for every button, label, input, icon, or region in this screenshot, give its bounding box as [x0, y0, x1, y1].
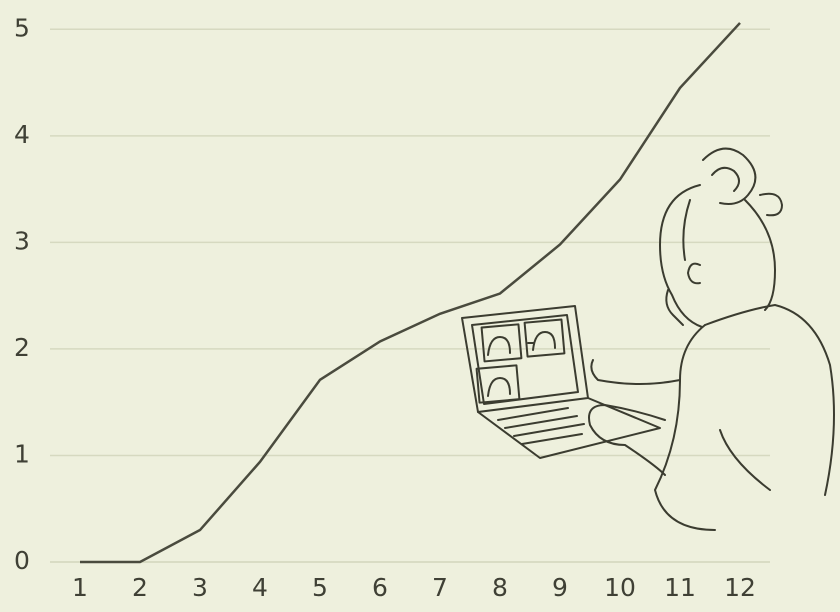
- x-tick-label: 11: [664, 573, 696, 602]
- y-tick-label: 2: [14, 333, 30, 362]
- grid: [50, 28, 770, 563]
- y-tick-label: 1: [14, 439, 30, 468]
- x-tick-label: 6: [372, 573, 388, 602]
- x-tick-label: 8: [492, 573, 508, 602]
- x-tick-label: 3: [192, 573, 208, 602]
- y-tick-label: 3: [14, 226, 30, 255]
- x-tick-label: 5: [312, 573, 328, 602]
- y-tick-label: 4: [14, 120, 30, 149]
- x-tick-label: 7: [432, 573, 448, 602]
- x-tick-label: 4: [252, 573, 268, 602]
- x-tick-label: 9: [552, 573, 568, 602]
- y-tick-label: 0: [14, 546, 30, 575]
- x-tick-label: 12: [724, 573, 756, 602]
- x-tick-label: 10: [604, 573, 636, 602]
- x-tick-label: 1: [72, 573, 88, 602]
- line: [80, 22, 741, 564]
- x-tick-label: 2: [132, 573, 148, 602]
- illustration: [461, 147, 835, 531]
- y-tick-label: 5: [14, 13, 30, 42]
